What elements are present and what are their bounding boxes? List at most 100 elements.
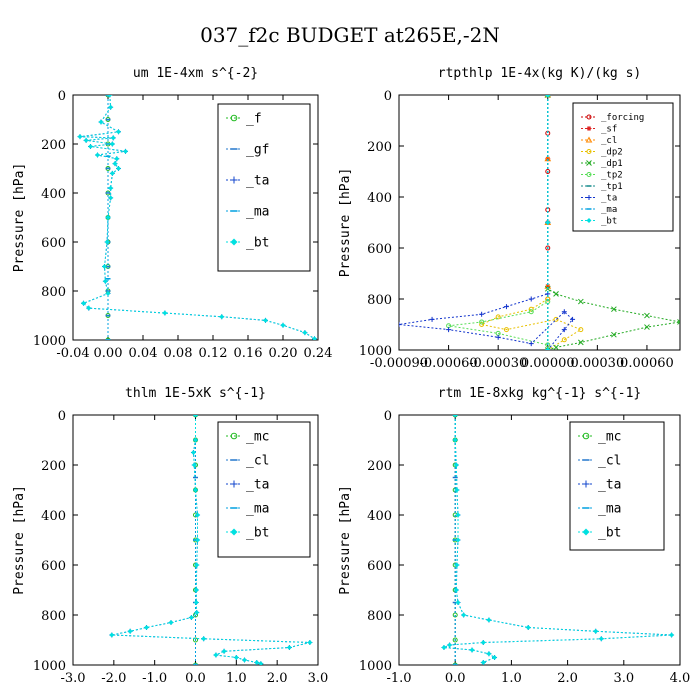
legend-marker: [582, 432, 590, 440]
x-tick-label: 0.00000: [521, 356, 575, 371]
series-dp1-point: [577, 339, 584, 346]
series-bt-point: [254, 660, 260, 665]
series-bt-point: [258, 661, 264, 665]
series-bt-point: [312, 336, 317, 340]
x-tick-label: 3.0: [308, 671, 329, 686]
plot-frame: [398, 414, 681, 666]
series-bt-point: [191, 462, 197, 468]
series-bt-point: [454, 562, 460, 568]
panel-4: rtm 1E-8xkg kg^{-1} s^{-1} Pressure [hPa]…: [338, 386, 690, 686]
plot-frame: [398, 94, 681, 351]
series-bt-point: [144, 625, 149, 630]
series-bt-point: [109, 170, 115, 176]
legend-entry: _cl: [601, 136, 617, 146]
y-tick-label: 600: [367, 242, 392, 257]
series-bt-point: [307, 640, 313, 645]
series-bt-point: [669, 632, 675, 638]
y-axis-label: Pressure [hPa]: [12, 163, 27, 273]
y-tick-label: 200: [41, 459, 66, 474]
legend-entry: _ma: [598, 502, 621, 517]
series-bt-point: [598, 636, 604, 642]
series-bt-point: [593, 628, 599, 634]
x-tick-label: 0.00060: [620, 356, 674, 371]
x-tick-label: 3.0: [613, 671, 634, 686]
x-tick-label: -2.0: [101, 671, 126, 686]
legend-entry: _dp2: [601, 148, 623, 158]
y-tick-label: 800: [41, 285, 66, 300]
y-tick-label: 1000: [33, 659, 66, 674]
series-bt-point: [108, 185, 114, 191]
series-ta-point: [495, 334, 501, 340]
y-tick-label: 200: [367, 459, 392, 474]
series-group: [441, 415, 675, 665]
series-bt-point: [193, 415, 198, 418]
series-bt-point: [193, 437, 198, 443]
legend: _f _gf _ta _ma _bt: [217, 103, 311, 272]
x-tick-label: 0.12: [199, 346, 228, 361]
series-bt-point: [110, 135, 116, 141]
y-axis-label: Pressure [hPa]: [12, 485, 27, 595]
series-ta-point: [503, 304, 509, 310]
panel-title: um 1E-4xm s^{-2}: [133, 66, 258, 81]
series-forcing-point: [545, 245, 551, 251]
series-bt-point: [263, 317, 268, 323]
panel-2: rtpthlp 1E-4x(kg K)/(kg s) Pressure [hPa]…: [338, 66, 681, 371]
series-f-point: [105, 337, 111, 340]
legend-entry: _mc: [246, 430, 269, 445]
legend-entry: _bt: [246, 526, 269, 541]
series-forcing-point: [545, 169, 551, 174]
series-bt-point: [286, 645, 292, 650]
x-tick-label: -0.00030: [469, 356, 527, 371]
series-dp2-line: [480, 95, 582, 350]
series-bt-point: [455, 537, 461, 543]
series-bt-point: [452, 415, 458, 418]
series-bt-point: [88, 143, 93, 149]
y-axis-label: Pressure [hPa]: [338, 485, 353, 595]
series-bt-point: [469, 647, 475, 653]
legend-entry: _sf: [601, 125, 617, 135]
series-dp1-point: [644, 324, 650, 330]
x-tick-label: -1.0: [386, 671, 411, 686]
y-tick-label: 1000: [359, 659, 392, 674]
x-tick-label: 0.16: [234, 346, 263, 361]
series-bt-point: [162, 310, 168, 316]
series-bt-line: [79, 95, 315, 340]
x-tick-label: 0.0: [185, 671, 206, 686]
series-dp2-point: [503, 327, 509, 333]
series-bt-point: [188, 615, 194, 620]
series-mc-point: [193, 637, 198, 643]
series-sf-point: [545, 283, 551, 289]
figure-title: 037_f2c BUDGET at265E,-2N: [200, 23, 500, 47]
series-bt-point: [455, 600, 461, 605]
y-tick-label: 200: [367, 140, 392, 155]
series-dp1-point: [553, 344, 559, 350]
x-tick-label: 0.0: [445, 671, 466, 686]
legend-marker: [586, 195, 592, 200]
y-tick-label: 1000: [359, 344, 392, 359]
series-dp2-point: [578, 327, 584, 333]
x-tick-label: 0.00: [94, 346, 123, 361]
series-bt-point: [221, 648, 227, 654]
legend-entry: _tp2: [601, 171, 623, 181]
series-tp2-point: [545, 342, 551, 348]
legend-marker: [230, 528, 238, 536]
legend-marker: [582, 528, 590, 536]
legend-marker: [586, 172, 592, 177]
legend-entry: _cl: [598, 454, 621, 469]
legend-entry: _ta: [246, 174, 269, 189]
series-bt-point: [213, 652, 219, 658]
series-bt-point: [86, 305, 92, 311]
series-bt-point: [109, 141, 115, 147]
series-bt-point: [545, 347, 551, 350]
y-tick-label: 400: [367, 509, 392, 524]
x-tick-label: 2.0: [267, 671, 288, 686]
series-bt-point: [195, 512, 201, 518]
series-dp2-point: [561, 337, 567, 343]
series-bt-point: [302, 330, 308, 336]
legend-entry: _ma: [246, 502, 269, 517]
series-bt-point: [114, 156, 120, 162]
series-group: [109, 415, 313, 665]
x-tick-label: 1.0: [226, 671, 247, 686]
series-dp2-point: [553, 316, 559, 322]
